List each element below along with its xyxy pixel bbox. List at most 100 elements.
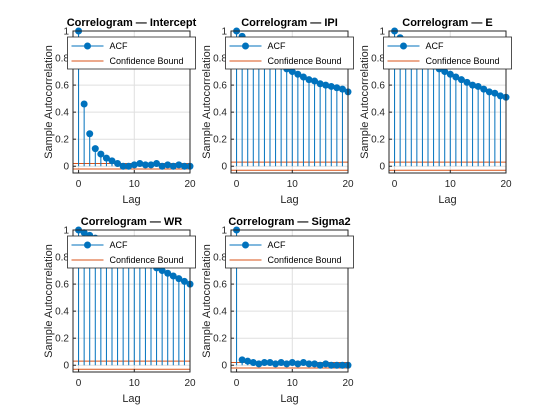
legend-acf-marker [84,42,91,50]
y-tick-label: 0.6 [213,81,227,92]
acf-marker [311,77,319,85]
acf-marker [147,161,155,169]
y-tick-label: 1 [63,226,69,237]
y-tick-label: 0.6 [371,81,385,92]
correlogram-panel: 0 10 20 0 0.2 0.4 0.6 0.8 1 Correlogram — IPI Lag S… [201,17,354,206]
y-axis-label: Sample Autocorrelation [43,244,55,358]
axes-box [72,229,191,373]
acf-marker [266,359,274,367]
acf-marker [441,68,449,76]
legend-label-acf: ACF [110,240,129,250]
x-axis-label: Lag [280,194,298,206]
y-tick-label: 0.8 [371,54,385,65]
y-tick-label: 0.6 [55,81,69,92]
legend-label-acf: ACF [426,41,445,51]
axes-box [72,30,191,174]
axes-box [388,30,507,174]
acf-marker [164,161,172,169]
acf-marker [463,78,471,86]
legend-label-acf: ACF [110,41,129,51]
acf-marker [80,229,88,237]
legend: ACF Confidence Bound [67,36,196,70]
x-tick-label: 10 [445,179,457,190]
legend-acf-marker [242,42,249,50]
acf-marker [327,82,335,90]
acf-marker [130,161,138,169]
acf-marker [333,361,341,369]
y-axis-label: Sample Autocorrelation [43,45,55,159]
acf-marker [316,361,324,369]
y-axis-label: Sample Autocorrelation [201,244,213,358]
y-tick-label: 0.2 [213,334,227,345]
y-tick-label: 0.2 [213,135,227,146]
acf-marker [97,150,105,158]
acf-marker [480,85,488,93]
chart-title: Correlogram — E [402,17,492,29]
acf-marker [153,160,161,168]
acf-marker [338,361,346,369]
acf-marker [255,360,263,368]
x-tick-label: 10 [287,179,299,190]
acf-marker [277,359,285,367]
acf-marker [91,145,99,153]
acf-marker [305,360,313,368]
legend-label-bound: Confidence Bound [110,255,184,265]
x-tick-label: 10 [129,179,141,190]
y-tick-label: 1 [221,226,227,237]
x-tick-label: 0 [392,179,398,190]
acf-marker [80,100,88,108]
acf-marker [322,81,330,89]
legend-label-bound: Confidence Bound [268,56,342,66]
legend-label-bound: Confidence Bound [110,56,184,66]
acf-marker [272,360,280,368]
acf-marker [316,80,324,88]
acf-marker [305,76,313,84]
acf-marker [469,81,477,89]
acf-marker [169,272,177,280]
legend-label-bound: Confidence Bound [268,255,342,265]
acf-marker [457,76,465,84]
legend: ACF Confidence Bound [225,36,354,70]
x-tick-label: 0 [76,179,82,190]
acf-marker [260,359,268,367]
chart-title: Correlogram — IPI [241,17,338,29]
acf-marker [446,70,454,78]
axes-box [230,229,349,373]
acf-marker [102,154,110,162]
acf-marker [119,162,127,170]
acf-marker [299,359,307,367]
acf-marker [238,356,246,364]
y-axis-label: Sample Autocorrelation [201,45,213,159]
acf-marker [491,89,499,97]
x-tick-label: 20 [342,378,354,389]
x-tick-label: 20 [184,378,196,389]
acf-marker [136,160,144,168]
legend-box [225,36,354,70]
correlogram-panel: 0 10 20 0 0.2 0.4 0.6 0.8 1 Correlogram — WR Lag Sa… [43,216,196,405]
legend-box [383,36,512,70]
acf-marker [175,275,183,283]
acf-marker [311,360,319,368]
acf-marker [299,73,307,81]
x-axis-label: Lag [122,194,140,206]
acf-marker [485,88,493,96]
legend-box [225,235,354,269]
acf-marker [169,162,177,170]
acf-marker [333,84,341,92]
y-tick-label: 1 [63,27,69,38]
legend-label-acf: ACF [268,41,287,51]
y-tick-label: 0.4 [55,108,69,119]
y-tick-label: 0 [63,361,69,372]
acf-marker [283,360,291,368]
x-axis-label: Lag [438,194,456,206]
y-tick-label: 0.2 [55,135,69,146]
x-tick-label: 10 [129,378,141,389]
y-tick-label: 0.4 [55,307,69,318]
chart-title: Correlogram — Intercept [67,17,197,29]
acf-marker [474,82,482,90]
legend-box [67,36,196,70]
legend: ACF Confidence Bound [225,235,354,269]
acf-marker [322,360,330,368]
y-tick-label: 0.4 [371,108,385,119]
